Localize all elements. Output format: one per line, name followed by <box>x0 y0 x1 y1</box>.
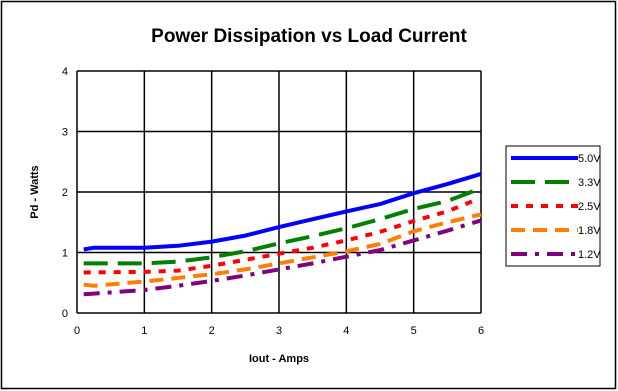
y-axis-ticks: 0 1 2 3 4 <box>62 66 68 320</box>
y-tick-label: 4 <box>62 66 68 78</box>
x-tick-label: 5 <box>411 325 417 337</box>
series-line-3 <box>83 212 482 288</box>
x-tick-label: 1 <box>141 325 147 337</box>
legend-label: 2.5V <box>578 201 601 213</box>
x-axis-ticks: 0 1 2 3 4 5 6 <box>74 325 484 337</box>
legend-label: 5.0V <box>578 153 601 165</box>
y-tick-label: 3 <box>62 127 68 139</box>
legend-box <box>505 145 601 267</box>
chart-title: Power Dissipation vs Load Current <box>151 26 467 47</box>
y-axis-label: Pd - Watts <box>29 165 41 218</box>
series-line-2 <box>83 198 476 275</box>
legend-label: 3.3V <box>578 177 601 189</box>
y-tick-label: 0 <box>62 308 68 320</box>
legend-label: 1.8V <box>578 225 601 237</box>
y-tick-label: 2 <box>62 187 68 199</box>
x-tick-label: 4 <box>343 325 349 337</box>
x-tick-label: 6 <box>478 325 484 337</box>
x-tick-label: 2 <box>209 325 215 337</box>
x-tick-label: 3 <box>276 325 282 337</box>
legend-items: 5.0V 3.3V 2.5V 1.8V 1.2V <box>511 153 601 261</box>
legend: 5.0V 3.3V 2.5V 1.8V 1.2V <box>505 145 601 267</box>
series-line-0 <box>83 171 482 252</box>
legend-label: 1.2V <box>578 249 601 261</box>
y-tick-label: 1 <box>62 248 68 260</box>
x-axis-label: Iout - Amps <box>249 353 309 365</box>
series-line-1 <box>83 188 476 266</box>
series-lines <box>83 171 482 297</box>
x-tick-label: 0 <box>74 325 80 337</box>
series-line-4 <box>83 218 482 297</box>
